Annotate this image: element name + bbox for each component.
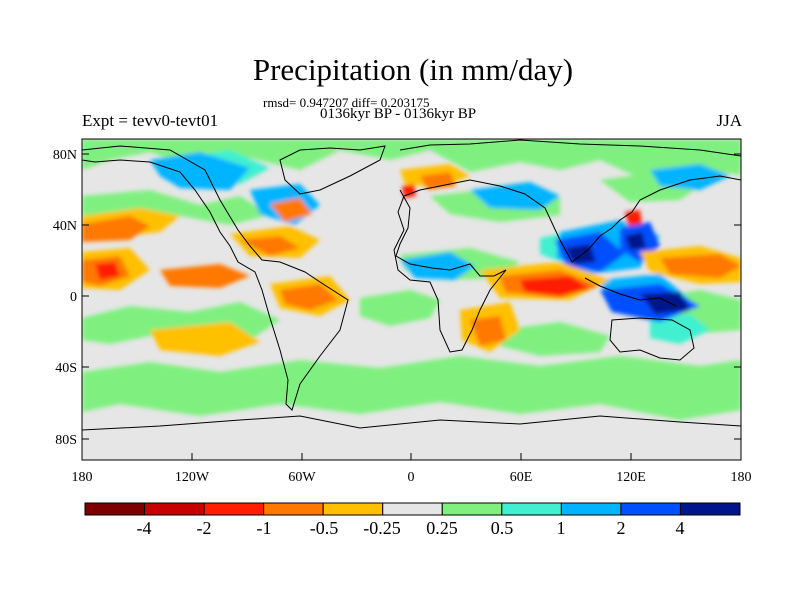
colorbar-label: 1: [557, 518, 566, 538]
colorbar: -4 -2 -1 -0.5 -0.25 0.25 0.5 1 2 4: [84, 502, 741, 538]
colorbar-box: [679, 502, 741, 516]
lat-label: 40N: [53, 219, 77, 234]
colorbar-box: [501, 502, 562, 516]
period-subtitle: 0136kyr BP - 0136kyr BP: [320, 106, 477, 122]
colorbar-label: 0.5: [491, 518, 514, 538]
colorbar-box: [441, 502, 503, 516]
colorbar-box: [560, 502, 622, 516]
colorbar-label: 4: [676, 518, 685, 538]
lon-label: 0: [408, 470, 415, 485]
colorbar-label: -0.25: [363, 518, 401, 538]
colorbar-labels: -4 -2 -1 -0.5 -0.25 0.25 0.5 1 2 4: [137, 518, 685, 538]
plot-title: Precipitation (in mm/day): [252, 52, 574, 87]
lon-label: 120E: [616, 470, 646, 485]
lat-tick-marks: [82, 153, 741, 440]
colorbar-box: [203, 502, 265, 516]
colorbar-label: -2: [197, 518, 212, 538]
shading-layer: [82, 139, 741, 420]
colorbar-box: [322, 502, 384, 516]
lat-label: 80S: [55, 433, 77, 448]
colorbar-label: -4: [137, 518, 152, 538]
coastlines: [82, 139, 741, 431]
experiment-label: Expt = tevv0-tevt01: [82, 111, 219, 130]
stats-subtitle: rmsd= 0.947207 diff= 0.203175: [263, 95, 430, 110]
season-label: JJA: [716, 111, 742, 130]
colorbar-label: 2: [617, 518, 626, 538]
colorbar-box: [382, 502, 443, 516]
colorbar-box: [620, 502, 681, 516]
lon-label: 120W: [175, 470, 210, 485]
lon-tick-marks: [81, 453, 742, 460]
colorbar-box: [84, 502, 146, 516]
colorbar-boxes: [84, 502, 741, 516]
lon-label: 180: [731, 470, 752, 485]
lat-label: 40S: [55, 361, 77, 376]
colorbar-label: 0.25: [426, 518, 458, 538]
colorbar-label: -1: [257, 518, 272, 538]
lon-label: 180: [72, 470, 93, 485]
lat-label: 0: [70, 290, 77, 305]
lon-label: 60E: [510, 470, 533, 485]
colorbar-label: -0.5: [310, 518, 339, 538]
lat-label: 80N: [53, 148, 77, 163]
colorbar-box: [144, 502, 205, 516]
colorbar-box: [263, 502, 324, 516]
lon-label: 60W: [288, 470, 316, 485]
